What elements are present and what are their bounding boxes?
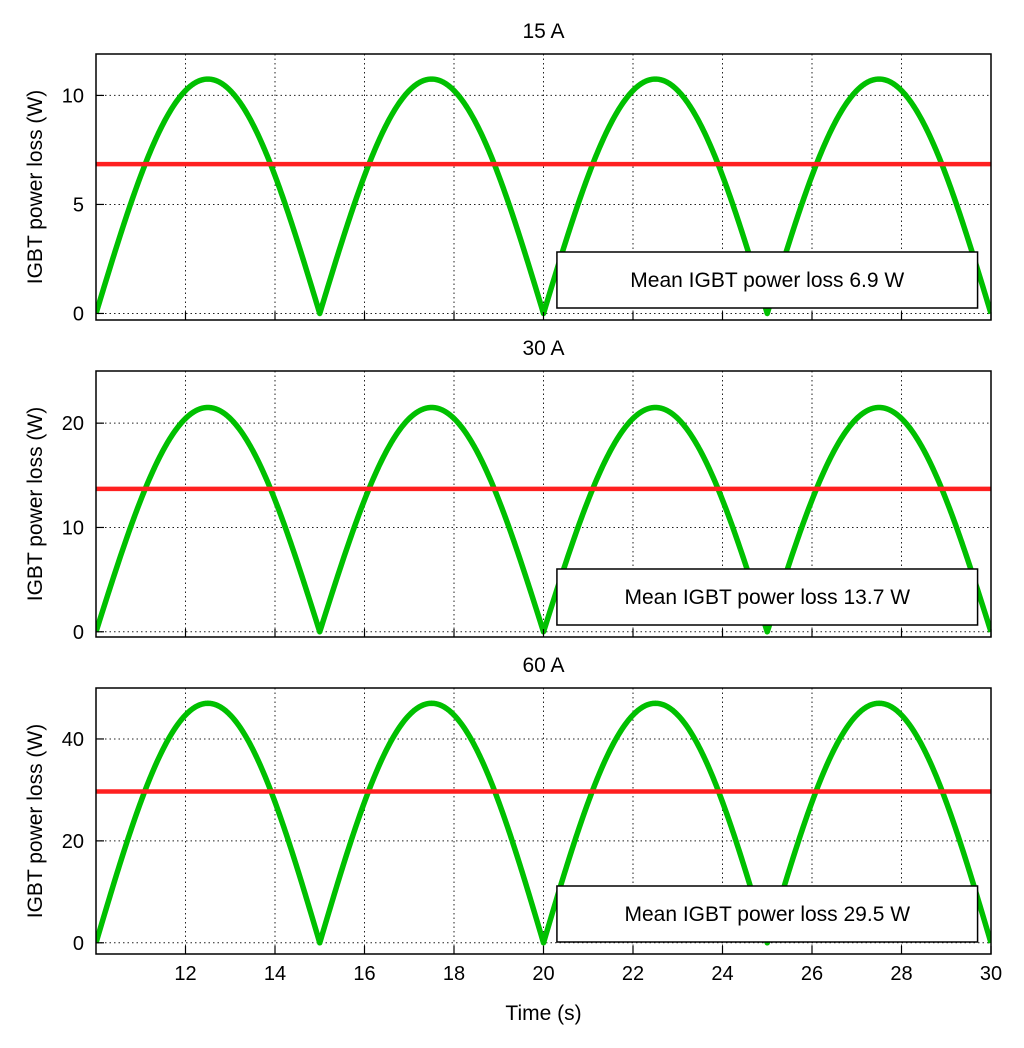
x-tick-label: 14 <box>264 963 286 985</box>
y-tick-label: 0 <box>73 622 84 644</box>
x-tick-label: 16 <box>353 963 375 985</box>
y-tick-label: 20 <box>62 413 84 435</box>
y-axis-label: IGBT power loss (W) <box>24 90 47 284</box>
chart-title: 15 A <box>522 20 564 43</box>
series-line-power-loss <box>96 700 991 946</box>
annotation-box <box>556 568 979 626</box>
y-tick-label: 10 <box>62 85 84 107</box>
y-tick-label: 20 <box>62 831 84 853</box>
y-axis-label: IGBT power loss (W) <box>24 407 47 601</box>
x-tick-label: 22 <box>622 963 644 985</box>
x-tick-label: 28 <box>890 963 912 985</box>
x-tick-label: 24 <box>711 963 733 985</box>
y-tick-label: 0 <box>73 303 84 325</box>
annotation-text: Mean IGBT power loss 6.9 W <box>630 269 904 292</box>
chart-title: 60 A <box>522 654 564 677</box>
annotation-text: Mean IGBT power loss 13.7 W <box>624 586 910 609</box>
y-tick-label: 10 <box>62 517 84 539</box>
y-axis-label: IGBT power loss (W) <box>24 724 47 918</box>
y-tick-label: 40 <box>62 729 84 751</box>
y-tick-label: 0 <box>73 933 84 955</box>
x-tick-label: 18 <box>443 963 465 985</box>
x-axis-label: Time (s) <box>505 1002 581 1025</box>
annotation-text: Mean IGBT power loss 29.5 W <box>624 903 910 926</box>
chart-title: 30 A <box>522 337 564 360</box>
y-tick-label: 5 <box>73 194 84 216</box>
annotation-box <box>556 885 979 943</box>
x-tick-label: 26 <box>801 963 823 985</box>
annotation-box <box>556 251 979 309</box>
x-tick-label: 12 <box>174 963 196 985</box>
x-tick-label: 30 <box>980 963 1002 985</box>
x-tick-label: 20 <box>532 963 554 985</box>
